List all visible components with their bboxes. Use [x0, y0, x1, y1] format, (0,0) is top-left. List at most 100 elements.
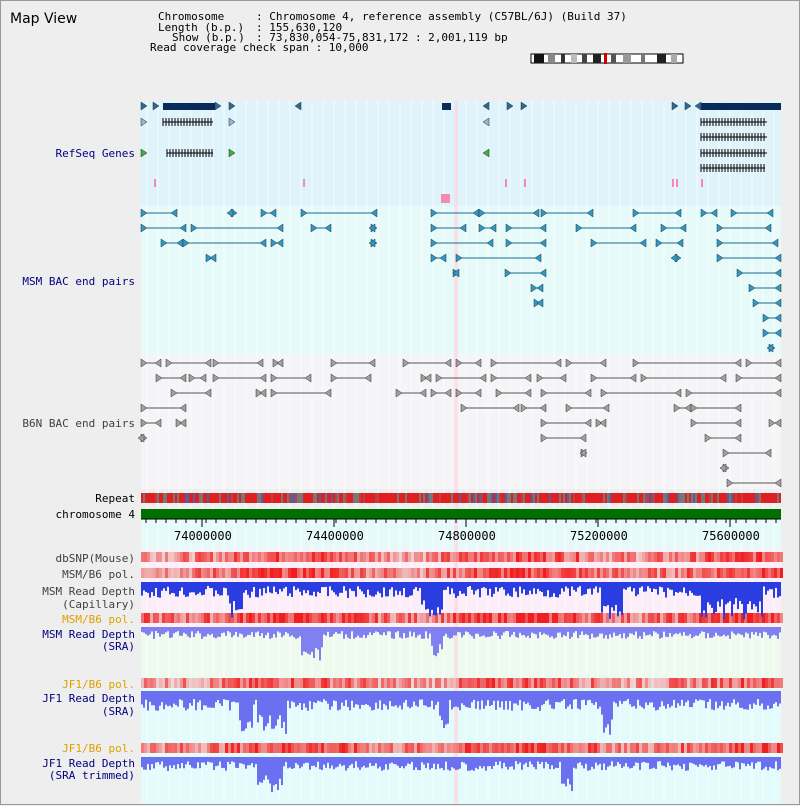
chromosome-bar[interactable] — [141, 509, 781, 519]
pol-cell — [657, 568, 660, 578]
repeat-segment — [155, 493, 157, 503]
pol-cell — [219, 552, 222, 562]
b6n-bac-features[interactable] — [137, 358, 782, 488]
depth-bar — [671, 757, 673, 771]
track-label-msm-b6-pol-2[interactable]: MSM/B6 pol. — [62, 613, 135, 626]
depth-bar — [629, 757, 631, 769]
refseq-features[interactable] — [140, 101, 781, 203]
pol-cell — [147, 678, 150, 688]
depth-bar — [141, 627, 143, 633]
depth-bar — [609, 582, 611, 619]
depth-bar — [157, 582, 159, 598]
track-label-b6n-bac[interactable]: B6N BAC end pairs — [22, 417, 135, 430]
pol-cell — [666, 552, 669, 562]
depth-bar — [145, 757, 147, 770]
bac-end — [330, 358, 338, 368]
depth-bar — [241, 627, 243, 635]
depth-bar — [485, 757, 487, 771]
depth-bar — [763, 582, 765, 587]
bac-end — [324, 223, 332, 233]
depth-bar — [625, 691, 627, 701]
depth-bar — [289, 691, 291, 709]
depth-bar — [495, 627, 497, 633]
pol-cell — [408, 678, 411, 688]
depth-bar — [759, 757, 761, 762]
repeat-track[interactable] — [141, 493, 781, 503]
pol-cell — [645, 552, 648, 562]
depth-bar — [173, 757, 175, 766]
depth-bar — [355, 582, 357, 597]
depth-bar — [551, 627, 553, 637]
read-depth-tracks[interactable] — [141, 582, 781, 793]
pol-cell — [378, 678, 381, 688]
depth-bar — [713, 757, 715, 766]
pol-cell — [723, 552, 726, 562]
pol-cell — [267, 678, 270, 688]
pol-cell — [159, 552, 162, 562]
depth-bar — [301, 757, 303, 767]
depth-bar — [279, 757, 281, 779]
repeat-segment — [475, 493, 477, 503]
bac-end — [204, 388, 212, 398]
depth-bar — [757, 757, 759, 762]
track-label-msm-depth-cap[interactable]: MSM Read Depth — [42, 585, 135, 598]
depth-bar — [199, 691, 201, 701]
depth-bar — [777, 582, 779, 598]
pol-cell — [651, 743, 654, 753]
track-label-jf1-depth-sra[interactable]: JF1 Read Depth — [42, 692, 135, 705]
repeat-segment — [381, 493, 383, 503]
depth-bar — [697, 582, 699, 596]
bac-end — [260, 208, 268, 218]
repeat-segment — [657, 493, 659, 503]
repeat-segment — [353, 493, 355, 503]
depth-bar — [267, 757, 269, 780]
polymorphism-tracks[interactable] — [141, 552, 783, 753]
track-label-repeat[interactable]: Repeat — [95, 492, 135, 505]
track-label-jf1-b6-pol-2[interactable]: JF1/B6 pol. — [62, 742, 135, 755]
depth-bar — [613, 582, 615, 611]
chromosome-ideogram[interactable] — [530, 53, 684, 64]
depth-bar — [731, 582, 733, 617]
depth-bar — [587, 582, 589, 589]
depth-bar — [311, 627, 313, 652]
depth-bar — [261, 757, 263, 783]
pol-cell — [651, 678, 654, 688]
repeat-segment — [485, 493, 487, 503]
repeat-segment — [639, 493, 641, 503]
pol-cell — [189, 613, 192, 623]
track-label-dbsnp[interactable]: dbSNP(Mouse) — [55, 552, 135, 565]
track-label-jf1-depth-trim-sub: (SRA trimmed) — [48, 769, 135, 782]
pol-cell — [666, 743, 669, 753]
depth-bar — [425, 627, 427, 632]
pol-cell — [405, 678, 408, 688]
track-label-jf1-depth-trim[interactable]: JF1 Read Depth — [42, 757, 135, 770]
pol-cell — [516, 568, 519, 578]
track-label-msm-b6-pol-1[interactable]: MSM/B6 pol. — [62, 568, 135, 581]
pol-cell — [735, 743, 738, 753]
track-label-msm-bac[interactable]: MSM BAC end pairs — [22, 275, 135, 288]
track-label-jf1-b6-pol-1[interactable]: JF1/B6 pol. — [62, 678, 135, 691]
msm-bac-features[interactable] — [140, 208, 782, 353]
pol-cell — [213, 743, 216, 753]
bac-end — [734, 358, 742, 368]
repeat-segment — [619, 493, 621, 503]
pol-cell — [411, 743, 414, 753]
bac-end — [554, 358, 562, 368]
depth-bar — [585, 627, 587, 635]
depth-bar — [719, 691, 721, 706]
depth-bar — [401, 757, 403, 767]
repeat-segment — [257, 493, 259, 503]
track-label-msm-depth-sra[interactable]: MSM Read Depth — [42, 628, 135, 641]
pol-cell — [411, 552, 414, 562]
depth-bar — [611, 582, 613, 608]
pol-cell — [777, 743, 780, 753]
pol-cell — [525, 613, 528, 623]
depth-bar — [257, 582, 259, 598]
depth-bar — [153, 582, 155, 596]
track-label-refseq[interactable]: RefSeq Genes — [55, 147, 135, 160]
depth-bar — [735, 582, 737, 598]
pol-cell — [522, 678, 525, 688]
pol-cell — [255, 613, 258, 623]
pol-cell — [477, 678, 480, 688]
